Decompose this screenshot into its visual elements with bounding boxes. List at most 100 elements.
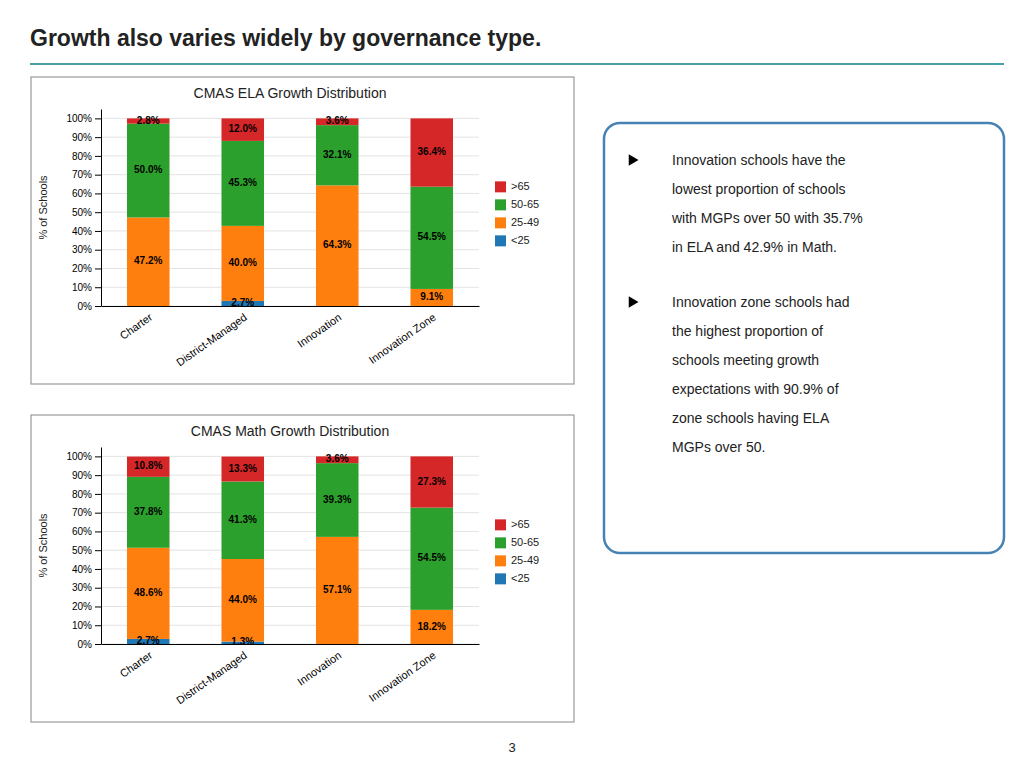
- x-tick: Innovation: [295, 649, 343, 688]
- data-label: 44.0%: [229, 594, 257, 605]
- x-tick-label: District-Managed: [174, 311, 249, 369]
- legend-swatch: [495, 181, 506, 192]
- x-tick-label: Charter: [118, 649, 155, 680]
- y-tick-mark: [95, 193, 101, 194]
- y-tick-label: 30%: [72, 244, 92, 255]
- page-number: 3: [508, 740, 515, 755]
- legend-swatch: [495, 199, 506, 210]
- y-tick: 0%: [78, 639, 101, 650]
- y-tick-mark: [95, 212, 101, 213]
- title-underline: [30, 63, 1004, 65]
- y-tick-mark: [95, 569, 101, 570]
- y-tick-label: 60%: [72, 526, 92, 537]
- note-line: expectations with 90.9% of: [672, 381, 839, 397]
- y-tick-label: 50%: [72, 545, 92, 556]
- bar-segment: [316, 185, 359, 306]
- y-tick: 60%: [72, 188, 101, 199]
- x-tick: Charter: [118, 649, 155, 680]
- y-tick-label: 60%: [72, 188, 92, 199]
- y-tick-mark: [95, 306, 101, 307]
- bar-segment: [127, 124, 170, 218]
- data-label: 37.8%: [134, 506, 162, 517]
- y-tick: 90%: [72, 470, 101, 481]
- y-tick-label: 70%: [72, 169, 92, 180]
- y-tick-mark: [95, 137, 101, 138]
- bar-segment: [221, 457, 264, 482]
- y-tick: 70%: [72, 507, 101, 518]
- y-tick: 70%: [72, 169, 101, 180]
- note-line: in ELA and 42.9% in Math.: [672, 239, 837, 255]
- legend-label: 25-49: [511, 216, 539, 228]
- page-title: Growth also varies widely by governance …: [30, 25, 541, 51]
- y-tick: 20%: [72, 601, 101, 612]
- bars: [127, 118, 453, 306]
- legend-item: 25-49: [495, 554, 539, 566]
- legend-label: >65: [511, 518, 530, 530]
- x-tick-label: Innovation Zone: [366, 311, 438, 366]
- y-tick-label: 40%: [72, 226, 92, 237]
- y-tick-label: 10%: [72, 282, 92, 293]
- y-tick-mark: [95, 156, 101, 157]
- data-label: 10.8%: [134, 460, 162, 471]
- bar-segment: [221, 118, 264, 141]
- y-tick: 80%: [72, 489, 101, 500]
- notes-box: Innovation schools have thelowest propor…: [604, 123, 1004, 553]
- legend-label: 50-65: [511, 536, 539, 548]
- y-tick-mark: [95, 456, 101, 457]
- y-tick: 10%: [72, 282, 101, 293]
- bar-segment: [221, 559, 264, 642]
- x-tick: Innovation: [295, 311, 343, 350]
- legend: >6550-6525-49<25: [495, 180, 539, 246]
- y-tick-label: 80%: [72, 151, 92, 162]
- legend-item: 25-49: [495, 216, 539, 228]
- bar-segment: [410, 508, 453, 610]
- data-label: 47.2%: [134, 255, 162, 266]
- notes-border: [604, 123, 1004, 553]
- note-line: the highest proportion of: [672, 323, 823, 339]
- x-tick: Charter: [118, 311, 155, 342]
- bar-segment: [221, 482, 264, 559]
- data-label: 40.0%: [229, 257, 257, 268]
- x-tick: District-Managed: [174, 311, 249, 369]
- data-label: 9.1%: [420, 291, 443, 302]
- legend-swatch: [495, 573, 506, 584]
- data-label: 18.2%: [418, 621, 446, 632]
- legend: >6550-6525-49<25: [495, 518, 539, 584]
- x-tick-label: Innovation Zone: [366, 649, 438, 704]
- y-tick-label: 40%: [72, 564, 92, 575]
- data-label: 45.3%: [229, 177, 257, 188]
- x-axis: Charter District-Managed Innovation Innovat…: [102, 645, 480, 707]
- y-tick: 10%: [72, 620, 101, 631]
- legend-label: 25-49: [511, 554, 539, 566]
- data-label: 27.3%: [418, 476, 446, 487]
- bar-segment: [316, 125, 359, 185]
- y-tick-mark: [95, 268, 101, 269]
- y-tick-mark: [95, 550, 101, 551]
- legend-item: 50-65: [495, 536, 539, 548]
- legend-item: >65: [495, 518, 530, 530]
- data-label: 2.7%: [137, 635, 160, 646]
- y-tick-mark: [95, 625, 101, 626]
- x-tick-label: District-Managed: [174, 649, 249, 707]
- x-axis-line: [102, 306, 480, 307]
- legend-swatch: [495, 555, 506, 566]
- grid: [101, 118, 479, 306]
- y-tick-mark: [95, 287, 101, 288]
- data-label: 2.7%: [231, 297, 254, 308]
- y-tick-label: 100%: [66, 451, 92, 462]
- y-tick-label: 70%: [72, 507, 92, 518]
- y-tick: 50%: [72, 545, 101, 556]
- y-tick-label: 100%: [66, 113, 92, 124]
- data-label: 3.6%: [326, 453, 349, 464]
- y-tick-mark: [95, 588, 101, 589]
- bar-segment: [316, 463, 359, 537]
- x-axis: Charter District-Managed Innovation Innovat…: [102, 307, 480, 369]
- x-tick: Innovation Zone: [366, 649, 438, 704]
- panel-border: [31, 77, 574, 384]
- bar-segment: [410, 187, 453, 289]
- note-line: schools meeting growth: [672, 352, 819, 368]
- legend-label: 50-65: [511, 198, 539, 210]
- note-line: zone schools having ELA: [672, 410, 830, 426]
- y-axis-title: % of Schools: [37, 175, 49, 240]
- data-label: 48.6%: [134, 587, 162, 598]
